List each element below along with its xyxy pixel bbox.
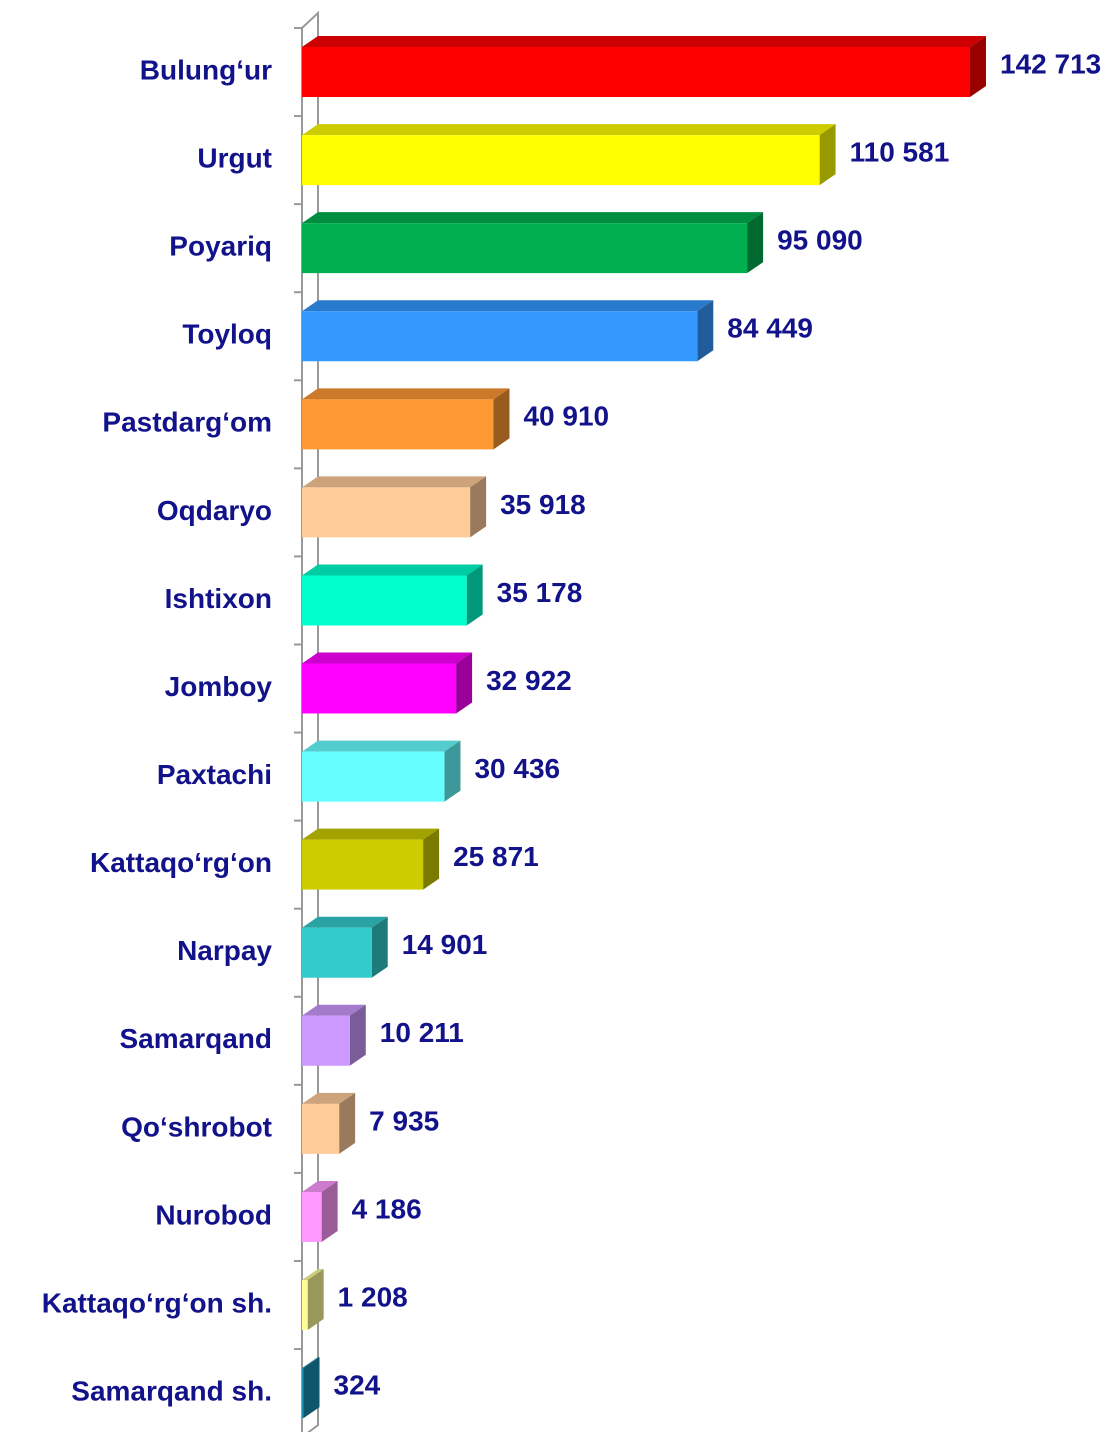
bar-top [302, 1092, 356, 1104]
category-label: Toyloq [182, 319, 272, 350]
bar-side [307, 1269, 324, 1331]
category-label: Kattaqo‘rg‘on sh. [42, 1287, 272, 1318]
bar-front [302, 311, 698, 362]
bar-front [302, 1015, 350, 1066]
bar-top [302, 828, 440, 840]
value-label: 4 186 [352, 1193, 422, 1224]
bar-top [302, 652, 473, 664]
category-label: Oqdaryo [157, 495, 272, 526]
value-label: 324 [334, 1369, 381, 1400]
bar-front [302, 487, 471, 538]
bar-front [302, 927, 372, 978]
bar-top [302, 212, 764, 224]
category-label: Samarqand sh. [71, 1375, 272, 1406]
value-label: 35 918 [500, 489, 586, 520]
category-label: Pastdarg‘om [102, 407, 272, 438]
category-label: Poyariq [169, 231, 272, 262]
category-label: Nurobod [155, 1199, 272, 1230]
value-label: 32 922 [486, 665, 572, 696]
bar [302, 828, 440, 890]
category-label: Paxtachi [157, 759, 272, 790]
value-label: 30 436 [474, 753, 560, 784]
bar-side [970, 36, 986, 98]
bar-side [444, 740, 461, 802]
bar-top [302, 1269, 324, 1281]
bar-top [302, 1180, 338, 1192]
value-label: 95 090 [777, 225, 863, 256]
bar [302, 1357, 320, 1419]
category-label: Qo‘shrobot [121, 1111, 272, 1142]
bar-front [302, 1280, 308, 1331]
bar [302, 388, 510, 450]
bar [302, 300, 714, 362]
category-label: Urgut [197, 142, 272, 173]
bar [302, 476, 487, 538]
bar [302, 212, 764, 274]
bar-side [493, 388, 510, 450]
value-label: 35 178 [497, 577, 583, 608]
bar [302, 36, 986, 98]
bar-side [371, 916, 388, 978]
category-label: Kattaqo‘rg‘on [90, 847, 272, 878]
bar-front [302, 663, 457, 714]
bar-side [470, 476, 487, 538]
bar-top [302, 1357, 320, 1369]
bar-front [302, 751, 445, 802]
value-label: 25 871 [453, 841, 539, 872]
category-label: Ishtixon [165, 583, 272, 614]
bar [302, 124, 836, 186]
bar-front [302, 1368, 304, 1419]
bar-front [302, 223, 748, 274]
bar-front [302, 399, 494, 450]
bar [302, 740, 461, 802]
bar-side [819, 124, 836, 186]
bar-top [302, 388, 510, 400]
bar-top [302, 300, 714, 312]
value-label: 1 208 [338, 1281, 408, 1312]
bar-side [456, 652, 473, 714]
category-label: Bulung‘ur [140, 54, 272, 85]
bar-side [423, 828, 440, 890]
bar-front [302, 1191, 322, 1242]
bar-front [302, 47, 970, 98]
bar-front [302, 575, 467, 626]
bar-front [302, 839, 424, 890]
category-label: Narpay [177, 935, 272, 966]
bar-side [697, 300, 714, 362]
value-label: 10 211 [380, 1017, 464, 1048]
bar-side [349, 1004, 366, 1066]
bar [302, 652, 473, 714]
value-label: 110 581 [850, 136, 950, 167]
bar [302, 1180, 338, 1242]
category-label: Jomboy [165, 671, 273, 702]
bar-side [321, 1180, 338, 1242]
bar-side [747, 212, 764, 274]
bar [302, 1092, 356, 1154]
bar-side [303, 1357, 320, 1419]
bar-top [302, 476, 487, 488]
bar-top [302, 124, 836, 136]
value-label: 14 901 [402, 929, 488, 960]
bar-front [302, 135, 820, 186]
bar-side [466, 564, 483, 626]
bar-top [302, 916, 388, 928]
value-label: 7 935 [369, 1105, 439, 1136]
value-label: 84 449 [727, 313, 813, 344]
bar-side [339, 1092, 356, 1154]
bar [302, 1004, 366, 1066]
bar [302, 916, 388, 978]
value-label: 142 713 [1000, 48, 1101, 79]
bar-top [302, 740, 461, 752]
bar [302, 564, 483, 626]
bar-top [302, 36, 986, 48]
bar-top [302, 1004, 366, 1016]
value-label: 40 910 [523, 401, 609, 432]
bar-top [302, 564, 483, 576]
bar-front [302, 1103, 340, 1154]
bar [302, 1269, 324, 1331]
category-label: Samarqand [120, 1023, 273, 1054]
